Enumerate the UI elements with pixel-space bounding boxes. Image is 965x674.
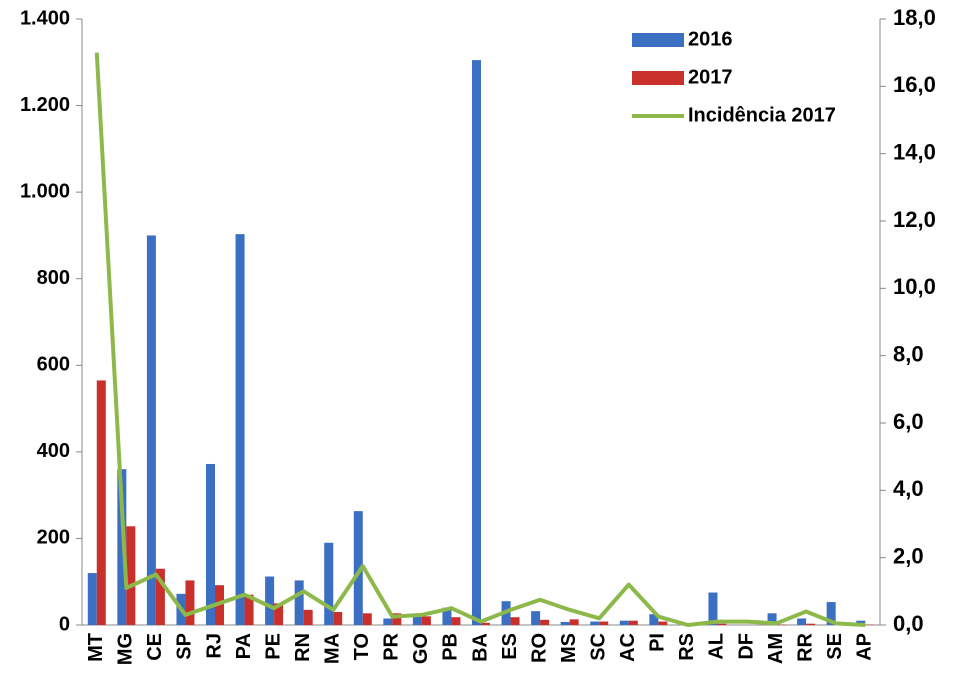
y-tick-label: 600 — [37, 354, 70, 376]
bar — [472, 60, 481, 625]
bar — [560, 621, 570, 625]
bar — [806, 623, 816, 625]
bar — [717, 623, 727, 625]
y-tick-label: 0 — [59, 613, 70, 635]
bar — [826, 602, 836, 625]
bar — [324, 542, 334, 625]
bar — [510, 617, 520, 625]
y-tick-label: 1.000 — [20, 180, 70, 202]
bar — [590, 621, 600, 625]
bar — [619, 620, 629, 625]
y2-tick-label: 8,0 — [893, 341, 924, 366]
x-tick-label: PI — [647, 633, 669, 652]
bar — [206, 463, 215, 625]
bar — [569, 619, 579, 625]
x-tick-label: BA — [469, 633, 491, 662]
bar — [185, 580, 195, 625]
y2-tick-label: 18,0 — [893, 5, 936, 30]
y2-tick-label: 0,0 — [893, 611, 924, 636]
y-tick-label: 400 — [37, 440, 70, 462]
y-tick-label: 1.400 — [20, 7, 70, 29]
y-tick-label: 800 — [37, 267, 70, 289]
y2-tick-label: 14,0 — [893, 139, 936, 164]
bar — [274, 603, 284, 625]
bar — [412, 615, 422, 625]
bar — [421, 616, 431, 625]
bar — [294, 580, 304, 625]
x-tick-label: RO — [528, 633, 550, 663]
bar — [146, 235, 156, 625]
y2-tick-label: 16,0 — [893, 72, 936, 97]
bar — [599, 621, 609, 625]
bar — [353, 511, 363, 625]
x-tick-label: PA — [233, 633, 255, 659]
y2-tick-label: 12,0 — [893, 207, 936, 232]
x-tick-label: AM — [765, 633, 787, 664]
bar — [155, 568, 165, 625]
bar — [531, 611, 541, 625]
bar — [708, 592, 718, 625]
legend-swatch — [632, 33, 684, 47]
y2-tick-label: 2,0 — [893, 543, 924, 568]
x-tick-label: SE — [824, 633, 846, 660]
bar — [96, 380, 106, 625]
x-tick-label: RR — [794, 632, 816, 661]
x-tick-label: GO — [410, 633, 432, 664]
y-tick-label: 200 — [37, 527, 70, 549]
bar — [658, 621, 668, 625]
x-tick-label: RN — [292, 633, 314, 662]
bar — [451, 617, 461, 625]
x-tick-label: AP — [854, 633, 876, 661]
y2-tick-label: 4,0 — [893, 476, 924, 501]
x-tick-label: CE — [144, 633, 166, 661]
legend-label: 2017 — [688, 66, 733, 88]
x-tick-label: TO — [351, 633, 373, 660]
y-tick-label: 1.200 — [20, 94, 70, 116]
bar — [117, 469, 127, 625]
x-tick-label: PB — [440, 633, 462, 661]
bar — [383, 618, 393, 625]
bar — [649, 614, 659, 625]
x-tick-label: MT — [85, 633, 107, 662]
y2-tick-label: 6,0 — [893, 409, 924, 434]
bar — [126, 526, 136, 625]
x-tick-label: RS — [676, 633, 698, 661]
x-tick-label: MG — [115, 633, 137, 665]
bar — [540, 619, 550, 625]
x-tick-label: AC — [617, 633, 639, 662]
bar — [481, 622, 490, 625]
bar — [392, 613, 402, 625]
bar — [767, 613, 777, 625]
bar — [628, 620, 638, 625]
bar — [235, 234, 245, 625]
x-tick-label: MS — [558, 633, 580, 663]
x-tick-label: ES — [499, 633, 521, 660]
legend-swatch — [632, 71, 684, 85]
legend-label: 2016 — [688, 28, 733, 50]
bar — [333, 612, 343, 625]
bar — [797, 618, 807, 625]
bar — [244, 594, 254, 625]
y2-tick-label: 10,0 — [893, 274, 936, 299]
bar — [265, 576, 275, 625]
bar — [442, 607, 452, 625]
x-tick-label: SP — [174, 633, 196, 660]
bar — [87, 573, 97, 625]
x-tick-label: PR — [381, 632, 403, 660]
x-tick-label: DF — [735, 633, 757, 660]
x-tick-label: MA — [322, 633, 344, 664]
line — [94, 52, 866, 627]
x-tick-label: AL — [706, 633, 728, 660]
legend-label: Incidência 2017 — [688, 104, 836, 126]
bar — [362, 613, 372, 625]
x-tick-label: SC — [588, 633, 610, 661]
x-tick-label: RJ — [203, 633, 225, 659]
x-tick-label: PE — [262, 633, 284, 660]
bar — [303, 609, 313, 625]
